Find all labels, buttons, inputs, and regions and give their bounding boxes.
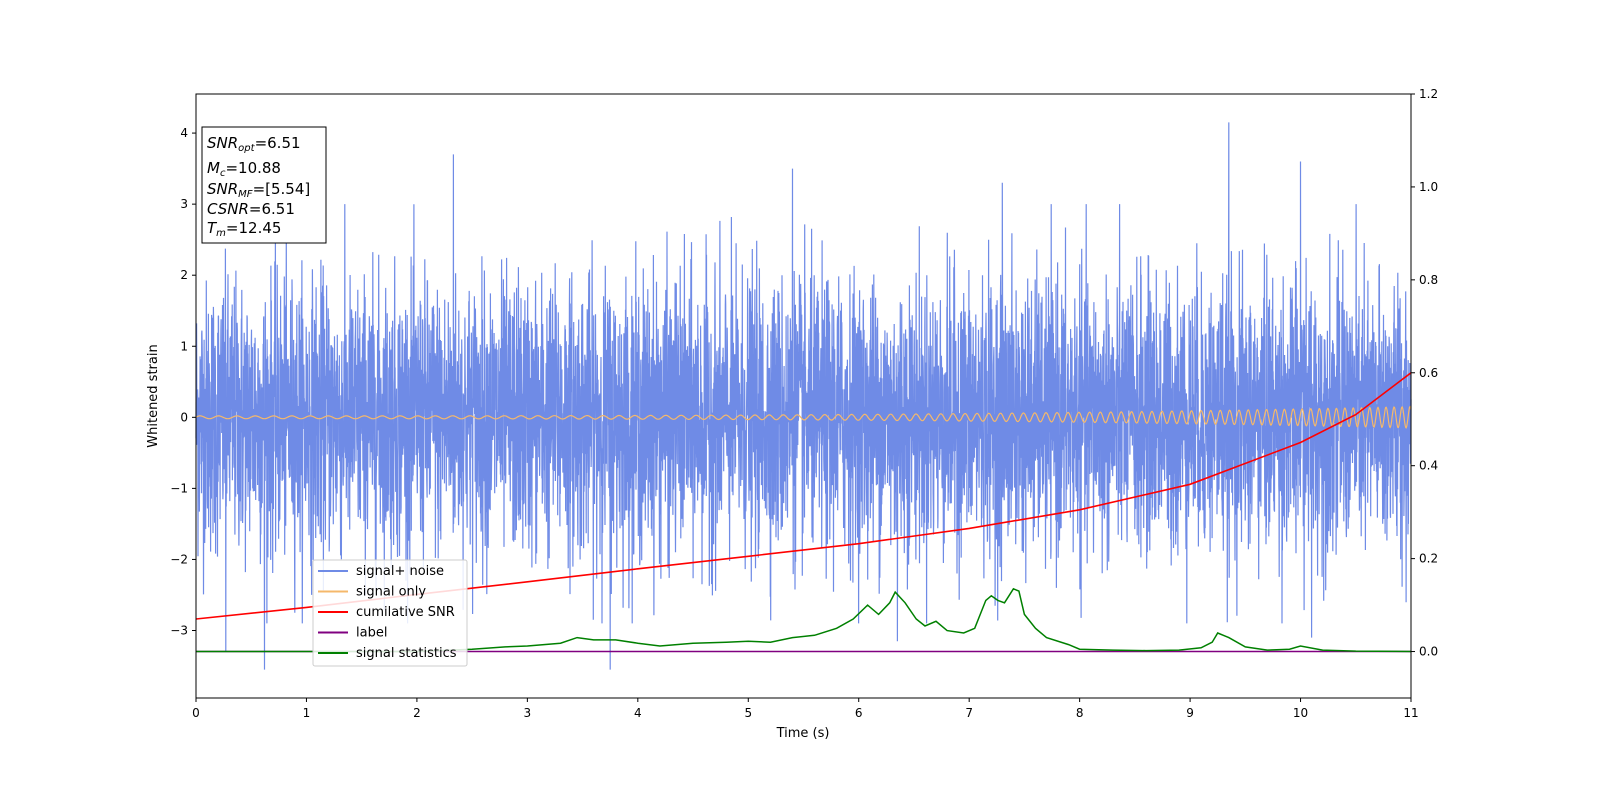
x-tick-label: 0 xyxy=(192,706,200,720)
y-axis-right: 0.0 0.2 0.4 0.6 0.8 1.0 1.2 xyxy=(1411,87,1438,659)
x-tick-label: 4 xyxy=(634,706,642,720)
annotation-tm: Tm=12.45 xyxy=(207,219,281,239)
legend-label: cumilative SNR xyxy=(356,605,455,620)
annotation-csnr: CSNR=6.51 xyxy=(207,200,295,218)
y-tick-label: 2 xyxy=(180,268,188,282)
annotation-mc: Mc=10.88 xyxy=(207,159,281,179)
legend-label: signal+ noise xyxy=(356,564,444,579)
annotation-box: SNRopt=6.51 Mc=10.88 SNRMF=[5.54] CSNR=6… xyxy=(201,126,327,244)
y-tick-label: −3 xyxy=(170,623,188,637)
y-tick-label: 0 xyxy=(180,410,188,424)
legend: signal+ noise signal only cumilative SNR la… xyxy=(312,559,468,667)
x-tick-label: 3 xyxy=(524,706,532,720)
y2-tick-label: 0.6 xyxy=(1419,366,1438,380)
legend-label: signal only xyxy=(356,585,426,600)
series-signal-statistics xyxy=(196,587,1412,653)
x-tick-label: 6 xyxy=(855,706,863,720)
x-tick-label: 8 xyxy=(1076,706,1084,720)
y-tick-label: 4 xyxy=(180,126,188,140)
y-tick-label: −1 xyxy=(170,481,188,495)
y-tick-label: 1 xyxy=(180,339,188,353)
x-tick-label: 1 xyxy=(303,706,311,720)
y2-tick-label: 0.2 xyxy=(1419,552,1438,566)
y2-tick-label: 0.4 xyxy=(1419,459,1438,473)
x-tick-label: 5 xyxy=(744,706,752,720)
x-axis: 0 1 2 3 4 5 6 7 8 9 10 11 xyxy=(192,698,1419,720)
legend-label: signal statistics xyxy=(356,646,457,661)
plot-frame xyxy=(195,93,1412,699)
y-axis-label: Whitened strain xyxy=(146,344,161,447)
x-axis-label: Time (s) xyxy=(776,726,830,741)
y-tick-label: 3 xyxy=(180,197,188,211)
x-tick-label: 2 xyxy=(413,706,421,720)
y2-tick-label: 0.0 xyxy=(1419,645,1438,659)
series-signal-only xyxy=(195,405,1412,429)
y-tick-label: −2 xyxy=(170,552,188,566)
annotation-snr-opt: SNRopt=6.51 xyxy=(207,134,301,154)
annotation-snr-mf: SNRMF=[5.54] xyxy=(207,180,310,200)
y2-tick-label: 1.0 xyxy=(1419,180,1438,194)
x-tick-label: 11 xyxy=(1403,706,1418,720)
y2-tick-label: 1.2 xyxy=(1419,87,1438,101)
x-tick-label: 10 xyxy=(1293,706,1308,720)
x-tick-label: 9 xyxy=(1186,706,1194,720)
legend-label: label xyxy=(356,626,387,641)
x-tick-label: 7 xyxy=(965,706,973,720)
y-axis-left: −3 −2 −1 0 1 2 3 4 xyxy=(170,126,196,637)
y2-tick-label: 0.8 xyxy=(1419,273,1438,287)
